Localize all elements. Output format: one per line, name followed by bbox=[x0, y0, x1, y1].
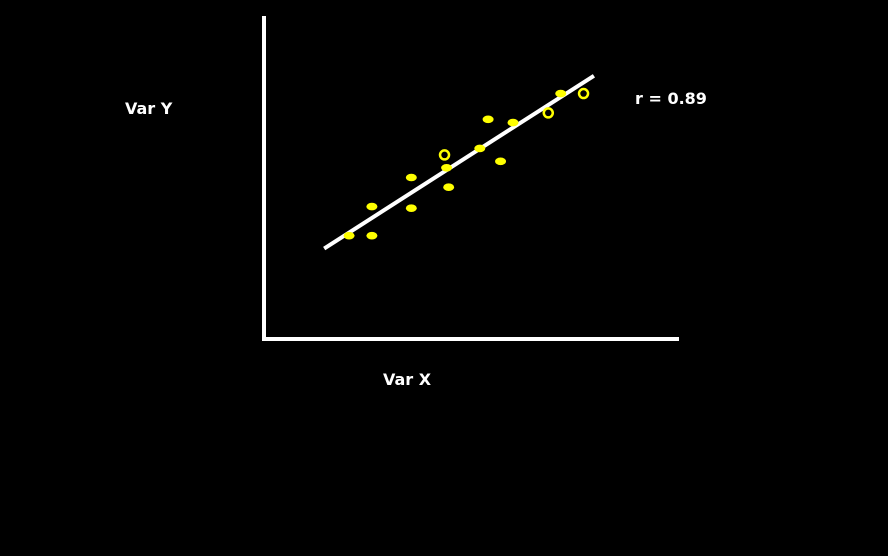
data-point bbox=[507, 118, 519, 127]
data-point bbox=[542, 107, 555, 119]
data-point bbox=[443, 183, 455, 191]
data-point bbox=[366, 202, 378, 211]
data-point bbox=[474, 144, 486, 153]
data-point bbox=[495, 157, 507, 166]
data-point bbox=[438, 149, 451, 161]
data-point bbox=[366, 231, 378, 240]
data-point bbox=[482, 115, 494, 124]
data-point bbox=[441, 164, 453, 172]
x-axis-label: Var X bbox=[383, 370, 432, 389]
data-point bbox=[405, 173, 417, 182]
trend-line bbox=[323, 74, 596, 251]
data-point bbox=[577, 87, 590, 100]
data-points bbox=[343, 87, 590, 240]
data-point bbox=[555, 89, 567, 98]
y-axis-label: Var Y bbox=[125, 99, 173, 118]
correlation-annotation: r = 0.89 bbox=[635, 89, 707, 108]
data-point bbox=[343, 231, 355, 240]
data-point bbox=[405, 204, 417, 212]
